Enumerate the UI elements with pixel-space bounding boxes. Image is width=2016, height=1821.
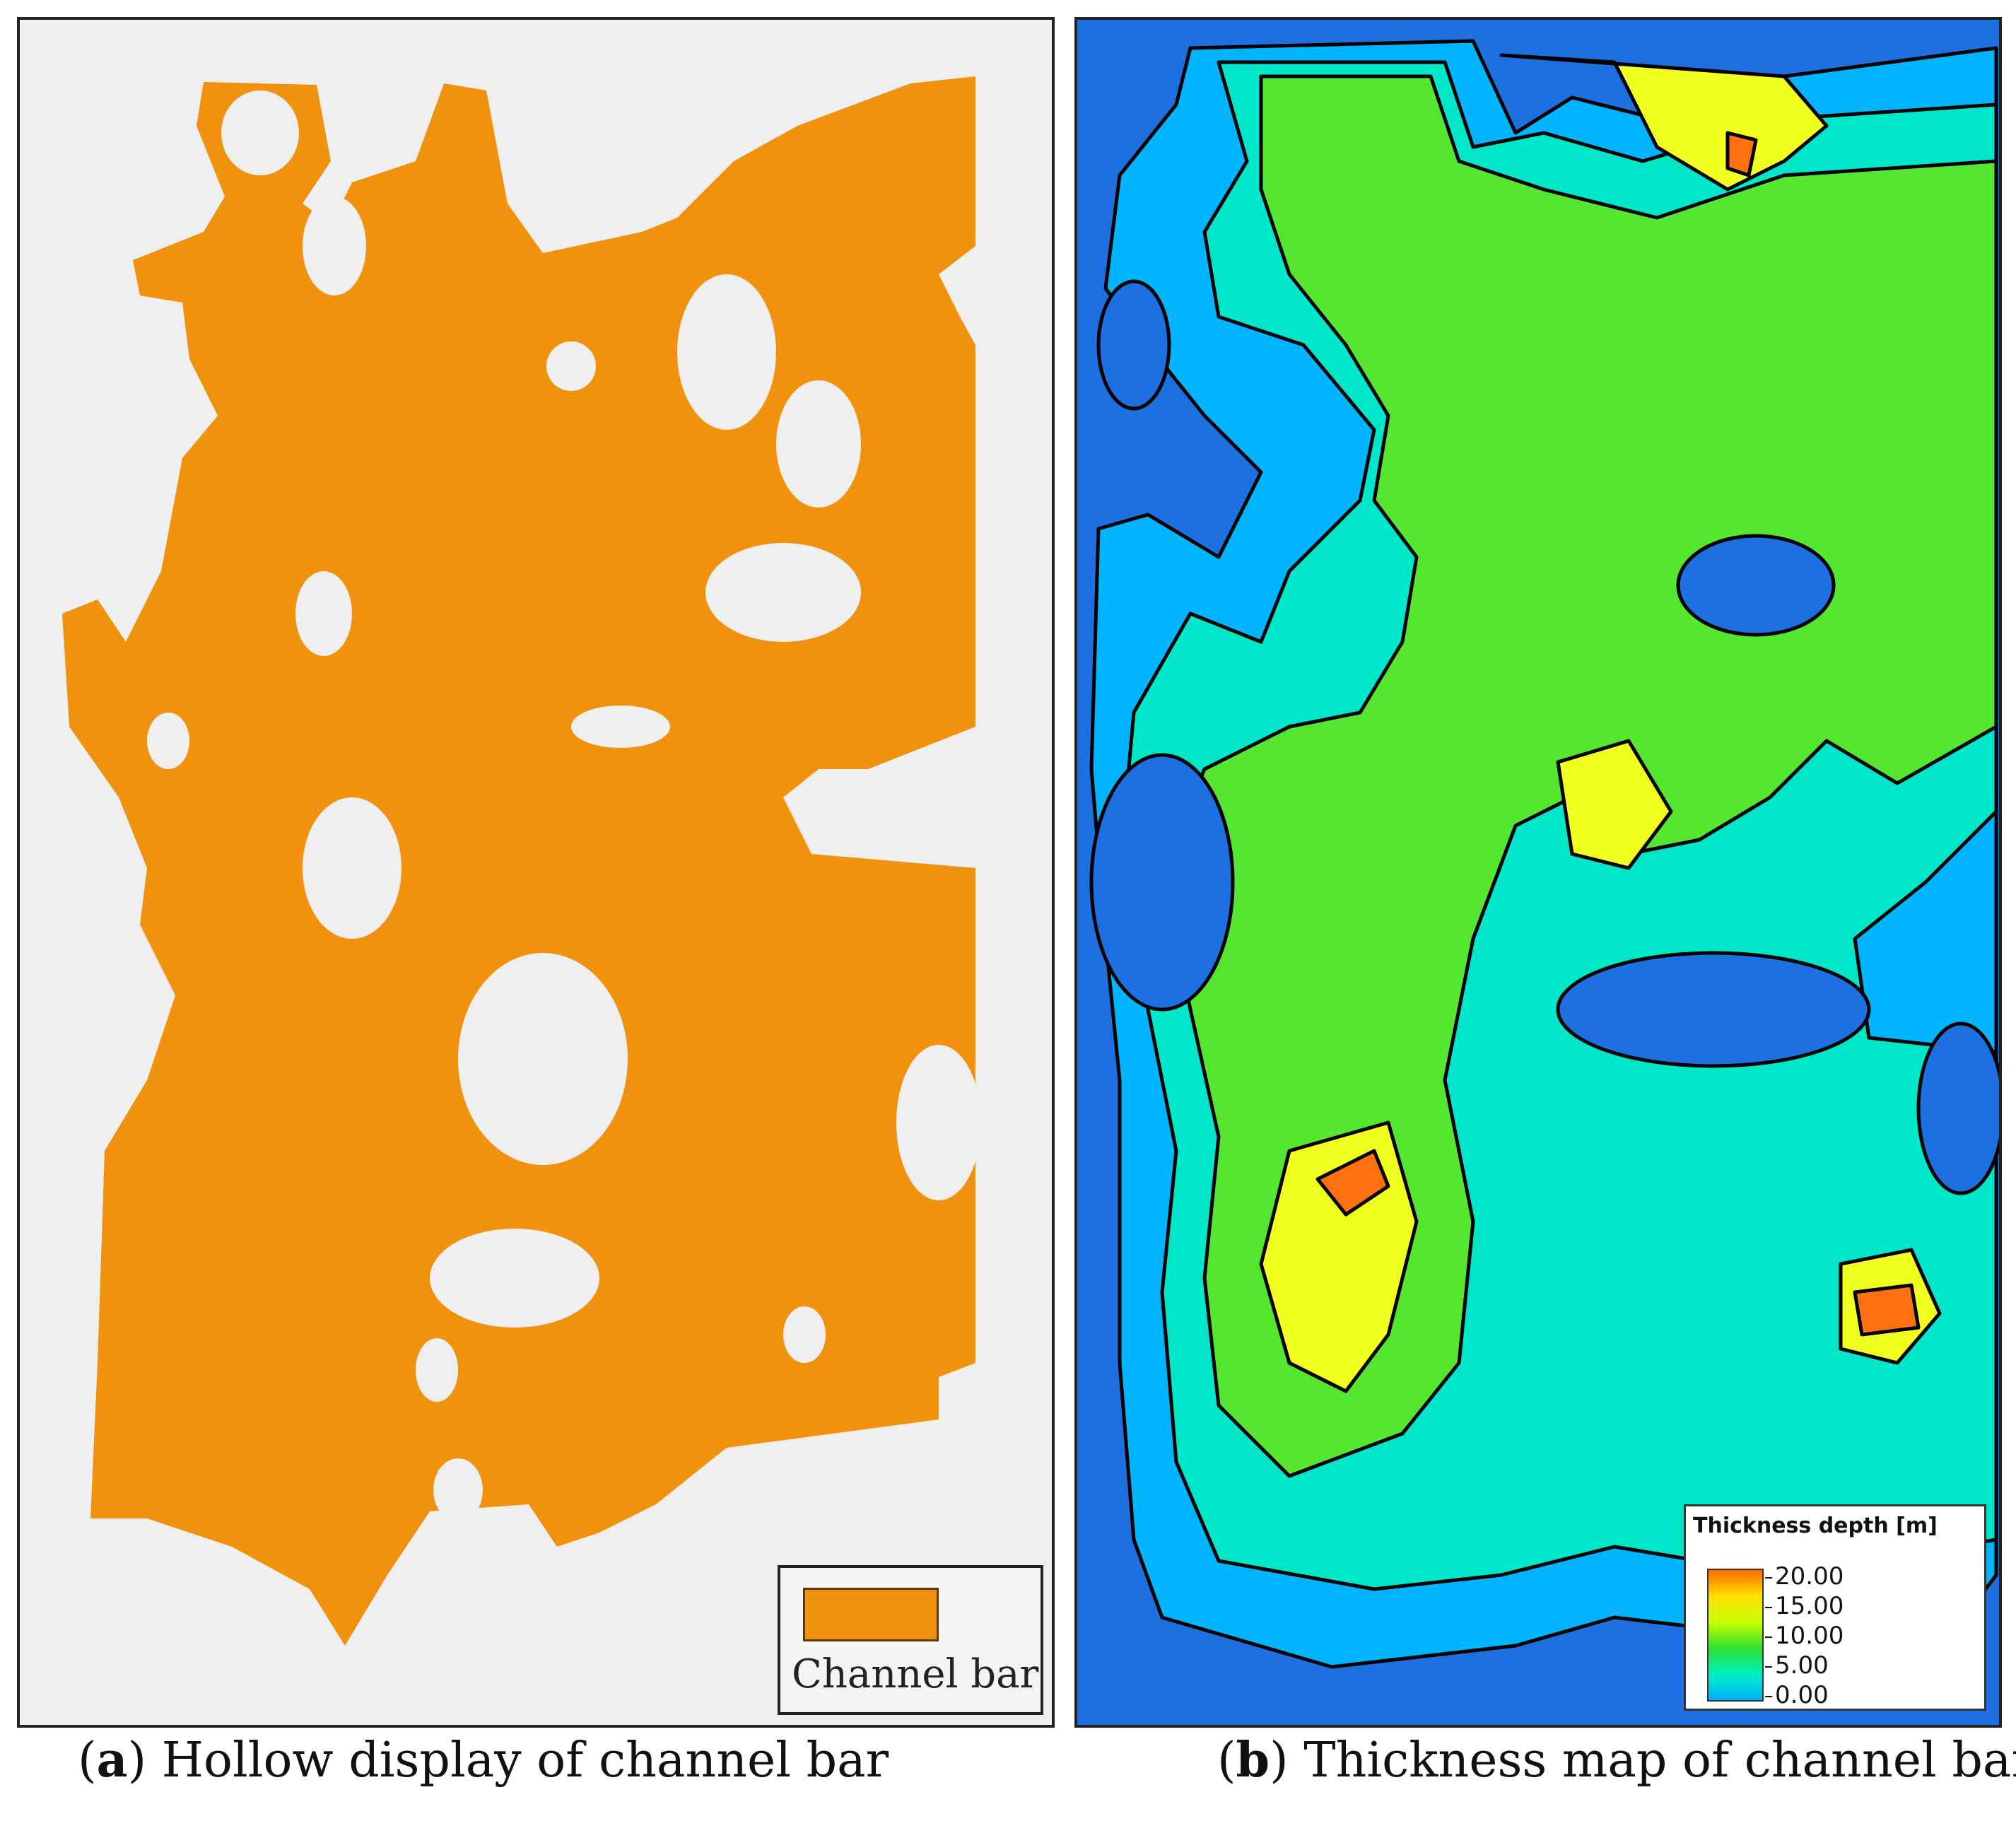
thickness-contour-map [1089,39,1999,1669]
caption-text: Thickness map of channel bar [1303,1733,2016,1788]
hole [221,90,299,175]
legend-tick: 10.00 [1765,1624,1844,1648]
hole [433,1458,483,1522]
caption-letter: b [1236,1732,1270,1788]
contour-20 [1725,131,1758,177]
hole [783,1306,826,1363]
caption-text: Hollow display of channel bar [161,1733,889,1788]
legend-tick: 5.00 [1765,1653,1829,1677]
hole [303,197,366,295]
legend-tick: 0.00 [1765,1683,1829,1707]
legend-color-bar [1707,1569,1764,1702]
legend-title: Thickness depth [m] [1693,1513,1938,1538]
hole [546,341,596,391]
legend-channel-bar: Channel bar [778,1565,1043,1715]
channel-bar-map [62,76,981,1646]
legend-tick: 15.00 [1765,1594,1844,1618]
contour-20 [1853,1283,1921,1337]
panel-b-thickness-map: Thickness depth [m] 20.00 15.00 10.00 5.… [1074,17,2002,1728]
hole [147,713,189,769]
hole [896,1045,981,1200]
low-pocket [1089,753,1235,1012]
hole [303,797,402,939]
hole [416,1338,458,1402]
legend-swatch [803,1588,939,1641]
low-pocket [1676,534,1836,637]
caption-a: (a) Hollow display of channel bar [78,1732,889,1788]
channel-bar-body [62,76,975,1646]
legend-label: Channel bar [792,1651,1039,1697]
legend-thickness-depth: Thickness depth [m] 20.00 15.00 10.00 5.… [1684,1504,1986,1711]
hole [677,274,776,430]
hole [458,953,628,1165]
hole [776,380,861,508]
hole [295,571,352,656]
caption-letter: a [96,1732,128,1788]
low-pocket [1916,1021,1999,1195]
low-pocket [1556,951,1871,1068]
panel-a-hollow-display: Channel bar [17,17,1055,1728]
legend-tick: 20.00 [1765,1564,1844,1588]
contour-20 [1315,1149,1390,1217]
hole [705,543,861,642]
contour-15 [1556,739,1673,870]
caption-b: (b) Thickness map of channel bar [1217,1732,2016,1788]
hole [571,705,670,748]
low-pocket [1096,279,1171,411]
hole [430,1229,599,1328]
